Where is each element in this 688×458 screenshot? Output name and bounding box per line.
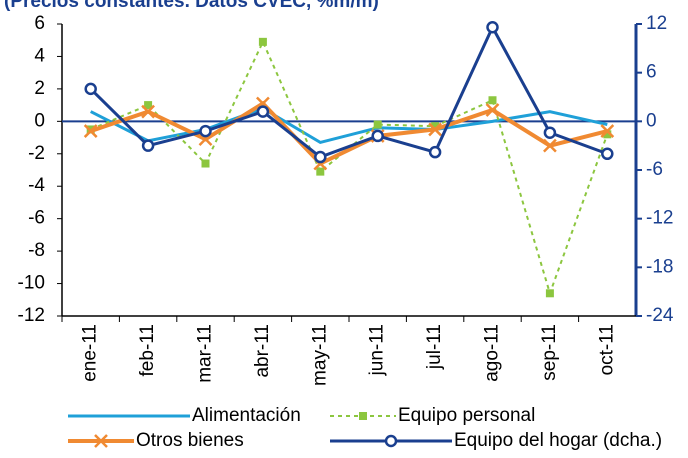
x-tick-label: mar-11 xyxy=(195,324,216,383)
x-tick-label: ago-11 xyxy=(482,324,503,382)
chart-title: (Precios constantes. Datos CVEC, %m/m) xyxy=(4,0,379,12)
series-line xyxy=(89,23,608,159)
y-tick-label: -12 xyxy=(18,305,45,326)
x-tick-label: feb-11 xyxy=(137,324,158,376)
y-tick-label: -8 xyxy=(28,240,45,261)
point xyxy=(373,120,382,129)
point xyxy=(428,122,442,137)
point xyxy=(201,159,210,168)
legend-label: Equipo personal xyxy=(398,405,535,426)
x-tick-label: sep-11 xyxy=(539,324,560,381)
y-tick-label: 2 xyxy=(34,78,45,99)
point xyxy=(600,124,615,138)
point xyxy=(141,104,155,119)
y-tick-label: 0 xyxy=(34,110,45,131)
point xyxy=(83,124,98,138)
point xyxy=(84,82,97,96)
point xyxy=(545,289,554,298)
series-line xyxy=(90,100,608,166)
series-line xyxy=(90,39,609,297)
point xyxy=(141,139,155,152)
y-tick-label: -6 xyxy=(28,208,45,229)
y-tick-label: 4 xyxy=(34,45,45,66)
legend-marker xyxy=(94,434,108,448)
point xyxy=(314,150,327,164)
series-line xyxy=(90,106,608,145)
y-tick-label: -4 xyxy=(28,175,45,196)
point xyxy=(316,167,325,176)
point xyxy=(603,130,612,139)
legend-label: Alimentación xyxy=(192,405,301,426)
y2-tick-label: 0 xyxy=(646,110,657,131)
point xyxy=(431,122,440,131)
legend-marker xyxy=(384,434,398,448)
x-tick-label: oct-11 xyxy=(596,324,617,375)
x-tick-label: may-11 xyxy=(309,324,330,386)
point xyxy=(485,103,500,117)
y2-tick-label: 6 xyxy=(646,62,657,83)
point xyxy=(256,105,270,118)
point xyxy=(144,101,153,110)
y2-tick-label: -6 xyxy=(646,159,663,180)
legend-label: Equipo del hogar (dcha.) xyxy=(454,430,662,451)
y-tick-label: 6 xyxy=(34,13,45,34)
y-tick-label: -10 xyxy=(18,273,45,294)
y2-tick-label: -12 xyxy=(646,208,673,229)
point xyxy=(601,147,614,161)
legend-marker xyxy=(359,412,367,420)
point xyxy=(371,129,384,143)
x-tick-label: ene-11 xyxy=(80,324,101,382)
y2-tick-label: -18 xyxy=(646,256,673,277)
x-tick-label: jun-11 xyxy=(367,324,388,376)
point xyxy=(486,20,499,34)
legend-label: Otros bienes xyxy=(136,430,244,451)
y2-tick-label: -24 xyxy=(646,305,674,326)
y-tick-label: -2 xyxy=(28,143,45,164)
point xyxy=(543,126,557,139)
point xyxy=(199,124,212,138)
point xyxy=(543,138,557,153)
x-tick-label: jul-11 xyxy=(424,324,445,370)
point xyxy=(488,96,497,105)
point xyxy=(428,145,442,159)
point xyxy=(258,37,267,46)
y2-tick-label: 12 xyxy=(646,13,667,34)
x-tick-label: abr-11 xyxy=(252,324,273,378)
